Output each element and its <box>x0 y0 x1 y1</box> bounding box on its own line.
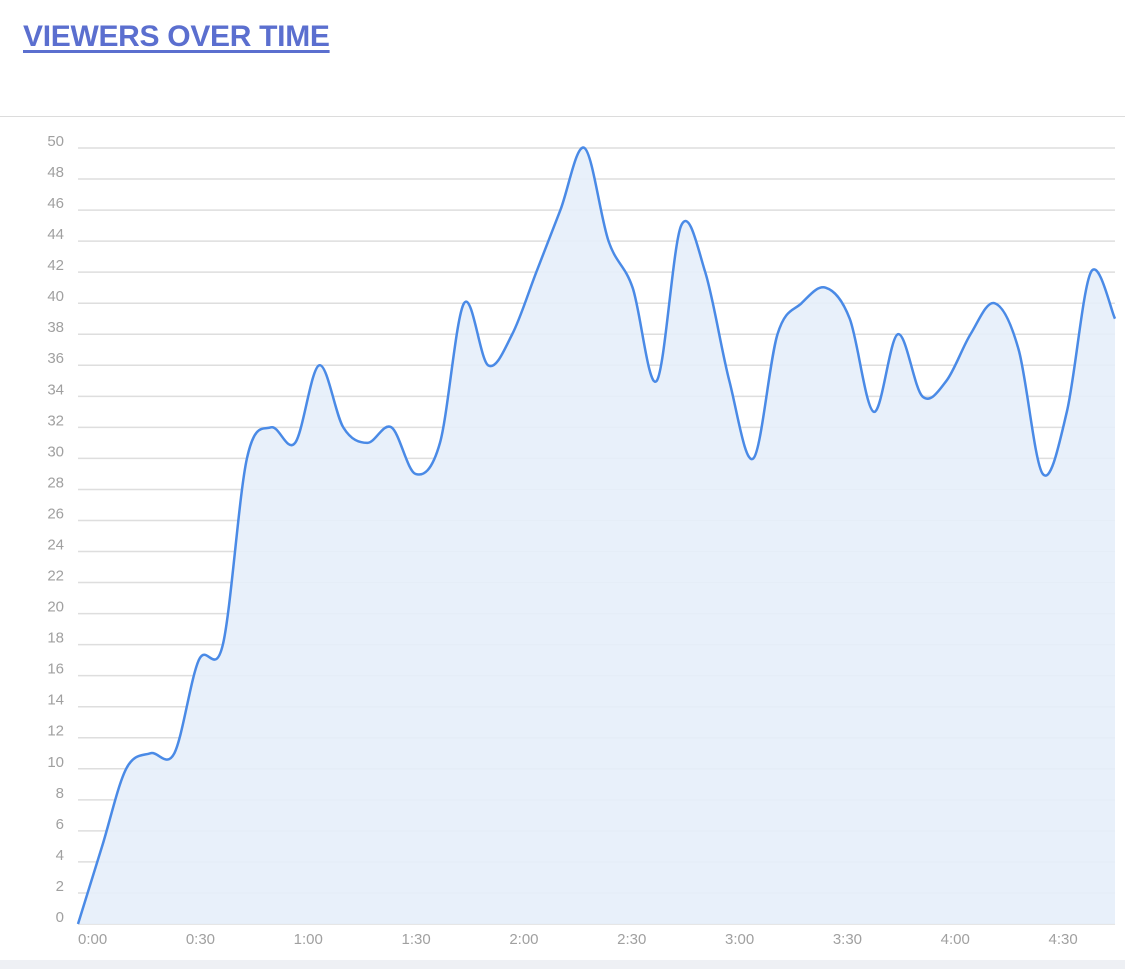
y-tick-label: 4 <box>56 847 64 864</box>
x-tick-label: 4:00 <box>941 931 970 948</box>
y-tick-label: 12 <box>47 723 64 740</box>
y-tick-label: 10 <box>47 754 64 771</box>
x-tick-label: 1:30 <box>402 931 431 948</box>
x-tick-label: 2:00 <box>509 931 538 948</box>
y-tick-label: 48 <box>47 164 64 181</box>
x-tick-label: 2:30 <box>617 931 646 948</box>
y-tick-label: 36 <box>47 350 64 367</box>
y-tick-label: 2 <box>56 878 64 895</box>
chart-title[interactable]: VIEWERS OVER TIME <box>23 20 330 53</box>
y-tick-label: 18 <box>47 630 64 647</box>
x-tick-label: 4:30 <box>1049 931 1078 948</box>
y-tick-label: 42 <box>47 257 64 274</box>
y-tick-label: 40 <box>47 288 64 305</box>
footer-bar <box>0 960 1125 969</box>
divider <box>0 116 1125 117</box>
y-tick-label: 22 <box>47 568 64 585</box>
y-tick-label: 14 <box>47 692 64 709</box>
y-tick-label: 38 <box>47 319 64 336</box>
x-tick-label: 3:30 <box>833 931 862 948</box>
y-tick-label: 26 <box>47 505 64 522</box>
x-tick-label: 3:00 <box>725 931 754 948</box>
x-tick-label: 0:00 <box>78 931 107 948</box>
y-tick-label: 8 <box>56 785 64 802</box>
line <box>76 146 1117 925</box>
x-tick-label: 1:00 <box>294 931 323 948</box>
y-tick-label: 34 <box>47 381 64 398</box>
area-fill <box>78 147 1115 925</box>
y-tick-label: 32 <box>47 412 64 429</box>
y-tick-label: 6 <box>56 816 64 833</box>
y-tick-label: 30 <box>47 443 64 460</box>
y-tick-label: 44 <box>47 226 64 243</box>
y-tick-label: 0 <box>56 909 64 926</box>
y-tick-label: 28 <box>47 474 64 491</box>
y-tick-label: 46 <box>47 195 64 212</box>
x-tick-label: 0:30 <box>186 931 215 948</box>
y-tick-label: 50 <box>47 133 64 150</box>
y-tick-label: 16 <box>47 661 64 678</box>
y-tick-label: 24 <box>47 536 64 553</box>
y-tick-label: 20 <box>47 599 64 616</box>
